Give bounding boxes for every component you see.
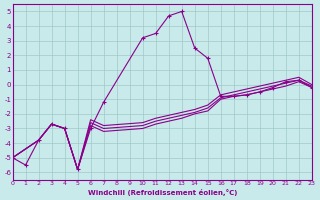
X-axis label: Windchill (Refroidissement éolien,°C): Windchill (Refroidissement éolien,°C): [87, 189, 237, 196]
